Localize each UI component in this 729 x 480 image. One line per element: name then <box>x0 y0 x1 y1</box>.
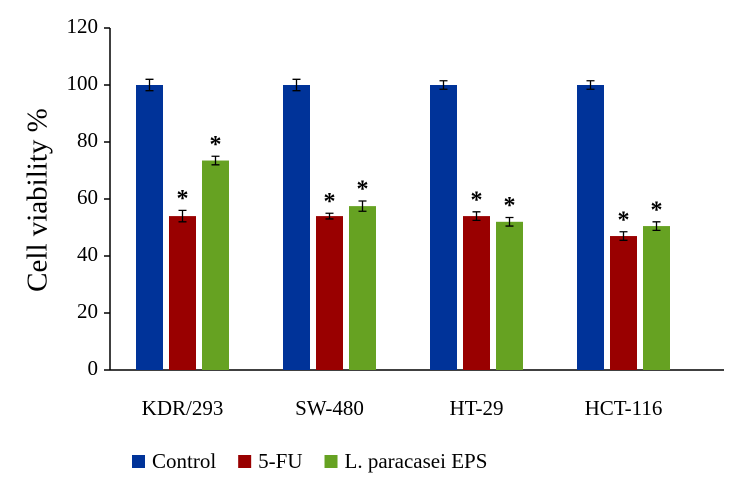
error-bar <box>145 78 154 92</box>
significance-label: * <box>357 176 369 202</box>
x-tick-label: HT-29 <box>449 396 503 420</box>
significance-label: * <box>471 187 483 213</box>
error-bar <box>652 221 661 231</box>
error-bar <box>211 155 220 166</box>
error-bar <box>505 216 514 227</box>
bar <box>430 85 457 370</box>
legend-label: Control <box>152 449 216 473</box>
y-tick-label: 60 <box>77 185 98 209</box>
y-tick-label: 20 <box>77 299 98 323</box>
legend-swatch <box>324 455 338 468</box>
legend-swatch <box>132 455 145 468</box>
y-tick-label: 120 <box>67 14 99 38</box>
y-tick-label: 0 <box>88 356 99 380</box>
x-tick-label: SW-480 <box>295 396 364 420</box>
error-bar <box>619 231 628 241</box>
legend-swatch <box>238 455 252 468</box>
y-tick-label: 100 <box>67 71 99 95</box>
bar <box>463 216 490 370</box>
bar <box>610 236 637 370</box>
error-bar <box>358 200 367 212</box>
bar <box>316 216 343 370</box>
legend-label: 5-FU <box>258 449 302 473</box>
error-bar <box>178 209 187 223</box>
bar <box>136 85 163 370</box>
error-bar <box>292 78 301 92</box>
bar <box>283 85 310 370</box>
significance-label: * <box>177 186 189 212</box>
error-bar <box>472 211 481 222</box>
bar <box>496 221 523 370</box>
error-bar <box>439 80 448 90</box>
bar <box>349 206 376 370</box>
significance-label: * <box>618 207 630 233</box>
x-tick-label: KDR/293 <box>142 396 224 420</box>
significance-label: * <box>324 189 336 215</box>
significance-label: * <box>504 193 516 219</box>
bar <box>643 226 670 370</box>
x-tick-label: HCT-116 <box>585 396 663 420</box>
error-bar <box>586 80 595 90</box>
y-axis-label: Cell viability % <box>22 108 54 292</box>
y-tick-label: 40 <box>77 242 98 266</box>
error-bar <box>325 212 334 220</box>
bar <box>202 160 229 370</box>
y-tick-label: 80 <box>77 128 98 152</box>
legend-label: L. paracasei EPS <box>345 449 488 473</box>
bar <box>577 85 604 370</box>
bar <box>169 216 196 370</box>
significance-label: * <box>210 132 222 158</box>
significance-label: * <box>651 197 663 223</box>
